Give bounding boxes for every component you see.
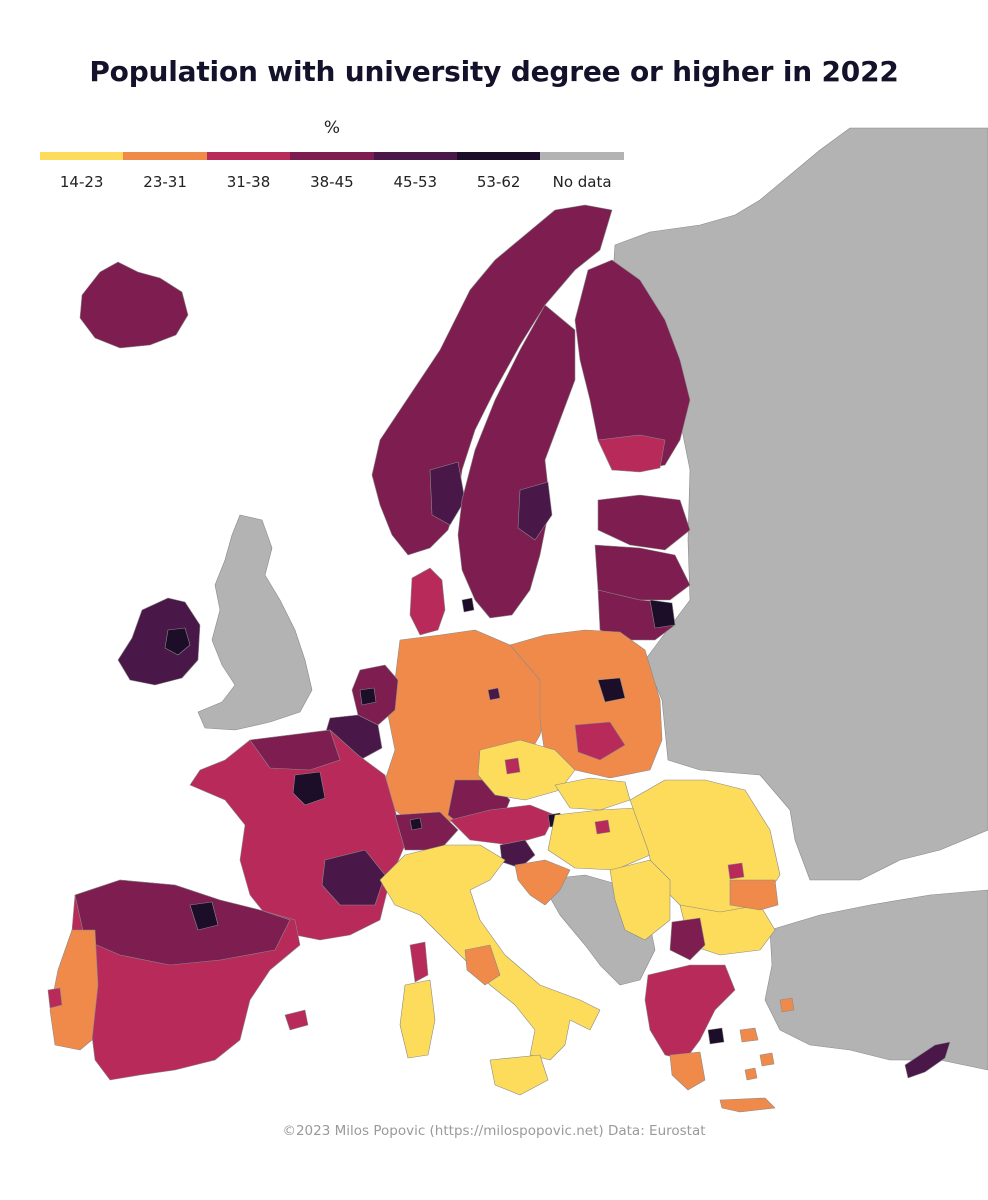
- region-spain-north: [74, 879, 291, 966]
- credit-text: ©2023 Milos Popovic (https://milospopovi…: [282, 1123, 706, 1139]
- region-turkey-no-data: [764, 889, 988, 1071]
- region-stockholm: [517, 481, 553, 541]
- legend-item: 23-31: [123, 152, 207, 202]
- region-prague: [504, 757, 521, 775]
- region-basque: [189, 901, 219, 931]
- region-lisbon: [47, 987, 63, 1009]
- legend-unit: %: [323, 118, 341, 138]
- legend-label: 14-23: [59, 173, 104, 191]
- region-bucharest: [727, 862, 745, 880]
- region-peloponnese: [669, 1051, 706, 1091]
- region-crete: [719, 1097, 776, 1113]
- region-rhone-alpes: [321, 849, 386, 906]
- region-budapest: [594, 819, 611, 835]
- region-latvia: [594, 544, 691, 601]
- legend-swatch: [123, 152, 207, 160]
- legend: 14-23 23-31 31-38 38-45 45-53 53-62 No d…: [40, 152, 624, 202]
- region-sardinia: [399, 979, 436, 1059]
- region-poland: [509, 629, 663, 779]
- region-sweden: [457, 304, 576, 619]
- legend-item: 31-38: [206, 152, 291, 202]
- region-serbia: [609, 859, 671, 941]
- region-oslo: [429, 461, 466, 526]
- region-bulgaria-east: [729, 879, 779, 911]
- region-portugal: [49, 929, 99, 1051]
- legend-item: 45-53: [373, 152, 457, 202]
- region-east-no-data: [611, 127, 988, 881]
- legend-label: 53-62: [476, 173, 521, 191]
- region-cyprus: [904, 1041, 951, 1079]
- region-balearic: [284, 1009, 309, 1031]
- region-zurich: [409, 817, 423, 831]
- region-italy-south: [464, 944, 501, 986]
- region-estonia: [597, 494, 691, 551]
- region-ireland: [117, 597, 201, 686]
- region-france-north: [249, 729, 341, 771]
- legend-swatch: [290, 152, 374, 160]
- legend-item: 53-62: [457, 152, 541, 202]
- region-slovakia: [554, 777, 631, 811]
- region-great-britain-no-data: [197, 514, 313, 731]
- legend-swatch: [457, 152, 541, 160]
- region-denmark: [409, 567, 446, 636]
- legend-label: 38-45: [310, 173, 354, 191]
- region-north-macedonia: [669, 917, 706, 961]
- region-greece: [644, 964, 736, 1061]
- region-vilnius: [649, 599, 676, 629]
- region-sicily: [489, 1054, 549, 1096]
- region-aegean-islands: [739, 997, 795, 1081]
- legend-swatch: [40, 152, 124, 160]
- legend-swatch: [373, 152, 457, 160]
- legend-item: 38-45: [290, 152, 374, 202]
- region-athens: [707, 1027, 725, 1045]
- map-title: Population with university degree or hig…: [89, 55, 899, 88]
- region-poland-south: [574, 721, 626, 761]
- region-amsterdam: [359, 687, 377, 706]
- region-norway: [371, 204, 613, 556]
- region-berlin: [487, 687, 501, 701]
- legend-item: 14-23: [40, 152, 124, 202]
- legend-label: No data: [552, 173, 612, 191]
- region-copenhagen: [461, 597, 475, 613]
- legend-item: No data: [540, 152, 624, 202]
- region-warsaw: [597, 677, 626, 703]
- region-finland-east: [597, 434, 666, 473]
- legend-label: 23-31: [143, 173, 187, 191]
- legend-swatch: [206, 152, 291, 160]
- legend-label: 31-38: [226, 173, 271, 191]
- region-iceland: [79, 261, 189, 349]
- region-paris: [292, 771, 326, 806]
- region-finland: [574, 259, 691, 471]
- region-dublin: [164, 627, 191, 656]
- region-croatia: [514, 859, 571, 906]
- legend-swatch: [540, 152, 624, 160]
- legend-label: 45-53: [393, 173, 438, 191]
- region-corsica: [409, 941, 429, 983]
